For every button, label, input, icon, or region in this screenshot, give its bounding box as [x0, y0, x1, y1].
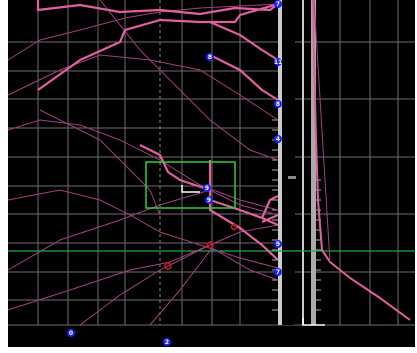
log-thin-curve [313, 0, 331, 263]
badge-4: 4 [274, 135, 282, 143]
circle-marker-icon[interactable] [206, 241, 214, 249]
circle-marker-icon[interactable] [164, 262, 172, 270]
pick-markers[interactable] [164, 223, 238, 270]
badge-8-mid: 8 [274, 100, 282, 108]
grid-lines [8, 0, 415, 326]
badge-2: 2 [163, 338, 171, 346]
badge-11: 11 [274, 58, 282, 66]
badge-9-a: 9 [203, 184, 211, 192]
left-axis-bar[interactable] [278, 0, 282, 325]
svg-text:9: 9 [276, 241, 280, 248]
selection-box[interactable] [145, 161, 236, 209]
badge-8-upper: 8 [206, 53, 214, 61]
svg-text:7: 7 [276, 269, 280, 276]
svg-text:11: 11 [274, 59, 282, 66]
badge-0: 0 [67, 329, 75, 337]
svg-text:0: 0 [69, 330, 73, 337]
svg-text:9: 9 [205, 185, 209, 192]
corner-bracket-icon [181, 185, 200, 193]
svg-text:7: 7 [276, 1, 280, 8]
right-axis-bar [302, 0, 304, 325]
svg-text:8: 8 [276, 101, 280, 108]
axis-gap [282, 0, 294, 325]
picked-horizons[interactable] [36, 0, 279, 261]
well-badges[interactable]: 7 8 11 8 4 9 9 9 7 0 2 [67, 0, 282, 346]
svg-text:2: 2 [165, 339, 169, 346]
badge-7-top: 7 [274, 0, 282, 8]
svg-text:4: 4 [276, 136, 280, 143]
badge-9-c: 9 [274, 240, 282, 248]
thin-traces [7, 0, 279, 326]
svg-text:9: 9 [207, 197, 211, 204]
depth-track[interactable] [311, 0, 316, 325]
badge-7-low: 7 [274, 268, 282, 276]
badge-9-b: 9 [205, 196, 213, 204]
svg-text:8: 8 [208, 54, 212, 61]
axis-marker [288, 176, 296, 179]
well-log-curve[interactable] [312, 0, 411, 321]
corner-bracket-icon [302, 318, 325, 326]
circle-marker-icon[interactable] [230, 223, 238, 231]
